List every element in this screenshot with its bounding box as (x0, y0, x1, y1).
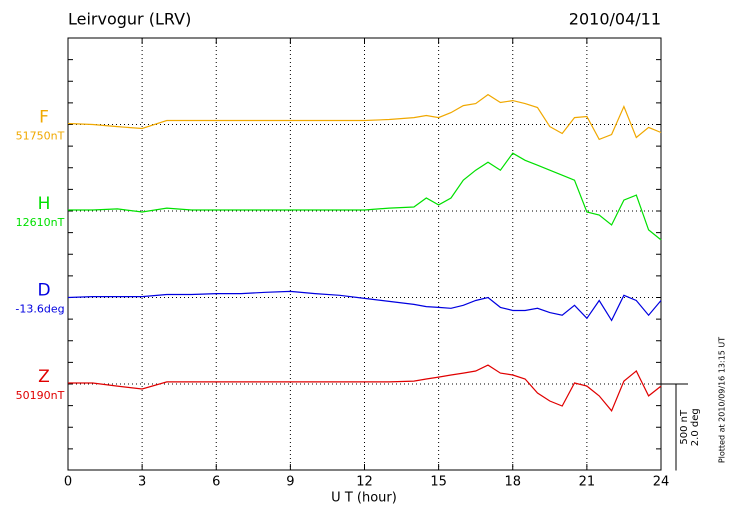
chart-date: 2010/04/11 (569, 10, 661, 29)
trace (68, 364, 662, 412)
x-tick-label: 15 (430, 475, 447, 490)
trace (67, 93, 662, 141)
scale-label: 2.0 deg (690, 408, 701, 446)
chart-title: Leirvogur (LRV) (68, 10, 191, 29)
x-axis-label: U T (hour) (331, 491, 397, 506)
x-tick-label: 12 (356, 475, 373, 490)
baseline-label: -13.6deg (15, 303, 64, 316)
x-tick-label: 24 (653, 475, 670, 490)
baseline-label: 51750nT (16, 130, 65, 143)
x-tick-label: 21 (579, 475, 596, 490)
trace (68, 152, 662, 241)
x-tick-label: 0 (64, 475, 72, 490)
footnote: Plotted at 2010/09/16 13:15 UT (718, 337, 727, 463)
x-tick-label: 3 (138, 475, 146, 490)
x-tick-label: 6 (212, 475, 220, 490)
scale-label: 500 nT (679, 409, 690, 445)
baseline-label: 50190nT (16, 389, 65, 402)
series-name: H (38, 194, 51, 214)
series-name: Z (38, 367, 50, 387)
series-name: D (37, 281, 50, 301)
series-name: F (39, 108, 49, 128)
x-tick-label: 9 (286, 475, 294, 490)
x-tick-label: 18 (504, 475, 521, 490)
baseline-label: 12610nT (16, 216, 65, 229)
trace (67, 290, 662, 322)
